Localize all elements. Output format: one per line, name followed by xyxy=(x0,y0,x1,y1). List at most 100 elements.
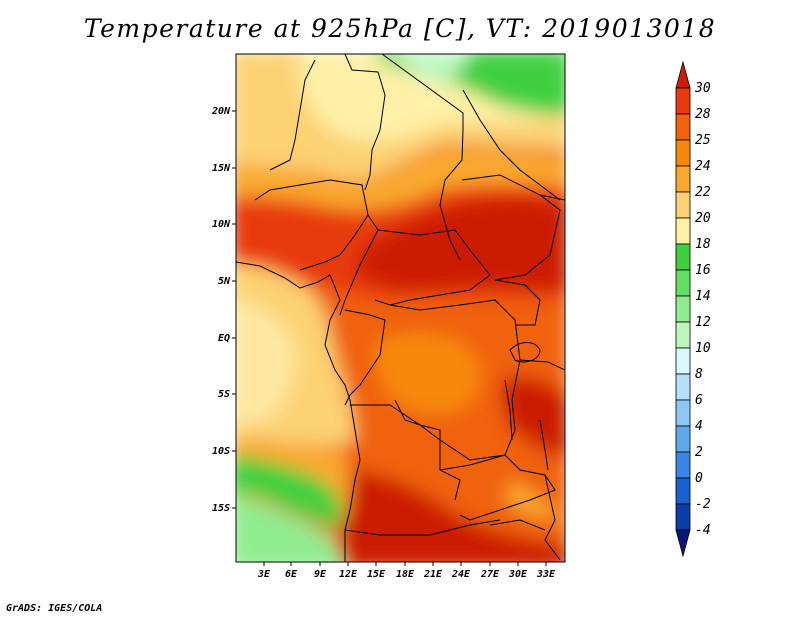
lon-tick-label: 33E xyxy=(536,569,556,580)
map-title: Temperature at 925hPa [C], VT: 201901301… xyxy=(83,14,717,43)
border-red-sea xyxy=(462,89,561,201)
border-nigeria xyxy=(254,179,369,271)
colorbar-label: 14 xyxy=(695,289,711,304)
colorbar-label: 0 xyxy=(695,471,703,486)
colorbar-swatch xyxy=(675,60,691,89)
colorbar-swatch xyxy=(675,269,691,297)
border-ethiopia xyxy=(539,194,565,201)
lat-tick-marks xyxy=(232,110,236,509)
border-congo xyxy=(344,309,386,406)
lon-tick-label: 15E xyxy=(367,569,386,580)
border-tanzania xyxy=(519,359,565,371)
border-namibia xyxy=(344,519,501,536)
lon-tick-label: 24E xyxy=(451,569,471,580)
border-drc xyxy=(389,299,521,461)
colorbar-swatch xyxy=(675,295,691,323)
colorbar-label: 25 xyxy=(695,133,711,148)
field-central-hot xyxy=(355,197,565,292)
field-north-amber xyxy=(236,148,565,210)
border-uganda xyxy=(494,279,541,326)
lat-tick-label: 5S xyxy=(218,389,230,400)
colorbar-label: 8 xyxy=(695,367,703,382)
border-zambia xyxy=(439,454,556,521)
border-lake-malawi xyxy=(539,419,549,471)
field-south-hot-east xyxy=(500,376,565,459)
map-frame xyxy=(235,53,566,563)
temperature-field xyxy=(236,54,565,562)
colorbar-swatch xyxy=(675,191,691,219)
lon-tick-marks xyxy=(263,562,547,566)
colorbar-label: -4 xyxy=(695,523,711,538)
field-east-gold xyxy=(505,480,560,520)
colorbar-swatch xyxy=(675,425,691,453)
border-sudan-chad xyxy=(439,129,464,261)
border-coastline xyxy=(236,261,361,562)
colorbar-label: 10 xyxy=(695,341,711,356)
border-south-sudan xyxy=(461,174,561,281)
colorbar-label: 4 xyxy=(695,419,703,434)
colorbar-swatch xyxy=(675,347,691,375)
colorbar-label: 16 xyxy=(695,263,711,278)
border-egypt-libya xyxy=(381,54,464,130)
border-libya-algeria xyxy=(344,54,386,191)
border-zimbabwe xyxy=(489,519,546,531)
colorbar-swatch xyxy=(675,165,691,193)
lat-tick-label: 15S xyxy=(212,503,230,514)
border-car xyxy=(374,229,491,306)
colorbar-label: 30 xyxy=(694,81,711,96)
field-sw-lightgreen xyxy=(236,496,342,562)
lon-tick-label: 30E xyxy=(508,569,528,580)
lon-tick-label: 9E xyxy=(314,569,327,580)
footer-credit: GrADS: IGES/COLA xyxy=(6,603,103,614)
colorbar-label: 18 xyxy=(695,237,711,252)
colorbar-swatch xyxy=(675,87,691,115)
lon-tick-label: 6E xyxy=(285,569,298,580)
lat-tick-label: 5N xyxy=(218,276,231,287)
lon-tick-label: 27E xyxy=(480,569,500,580)
colorbar-label: 28 xyxy=(695,107,711,122)
lat-tick-label: 20N xyxy=(211,106,231,117)
lon-tick-label: 12E xyxy=(339,569,358,580)
field-ocean-cream xyxy=(236,300,297,425)
colorbar-label: 6 xyxy=(695,393,703,408)
colorbar-swatch xyxy=(675,399,691,427)
colorbar-label: 12 xyxy=(695,315,711,330)
border-lake-tanganyika xyxy=(504,379,513,441)
lon-tick-label: 18E xyxy=(396,569,415,580)
colorbar-swatch xyxy=(675,503,691,531)
country-borders xyxy=(236,54,565,562)
border-lake-victoria xyxy=(509,342,541,363)
colorbar-label: 22 xyxy=(695,185,711,200)
lon-tick-label: 21E xyxy=(423,569,443,580)
colorbar-swatch xyxy=(675,321,691,349)
border-niger-chad xyxy=(269,59,316,171)
colorbar-swatch xyxy=(675,113,691,141)
field-sw-green xyxy=(236,455,342,530)
colorbar-swatch xyxy=(675,373,691,401)
lat-tick-label: EQ xyxy=(218,333,230,344)
colorbar-swatch xyxy=(675,451,691,479)
lat-axis: 20N 15N 10N 5N EQ 5S 10S 15S xyxy=(211,106,231,514)
field-south-hot xyxy=(340,470,565,562)
lon-tick-label: 3E xyxy=(257,569,271,580)
colorbar-label: -2 xyxy=(695,497,711,512)
border-angola xyxy=(350,404,461,501)
colorbar-label: 2 xyxy=(695,445,703,460)
lat-tick-label: 15N xyxy=(212,163,231,174)
colorbar-swatch xyxy=(675,139,691,167)
colorbar-swatch xyxy=(675,477,691,505)
colorbar-label: 24 xyxy=(695,159,711,174)
colorbar-swatch xyxy=(675,243,691,271)
lat-tick-label: 10N xyxy=(212,219,231,230)
lat-tick-label: 10S xyxy=(212,446,230,457)
colorbar-swatch xyxy=(675,529,691,558)
border-cameroon xyxy=(339,214,379,316)
border-mozambique xyxy=(544,474,561,561)
field-north-paler xyxy=(397,54,469,85)
colorbar-swatch xyxy=(675,217,691,245)
lon-axis: 3E 6E 9E 12E 15E 18E 21E 24E 27E 30E 33E xyxy=(257,569,556,580)
colorbar-label: 20 xyxy=(695,211,711,226)
field-congo-amber xyxy=(375,333,481,414)
